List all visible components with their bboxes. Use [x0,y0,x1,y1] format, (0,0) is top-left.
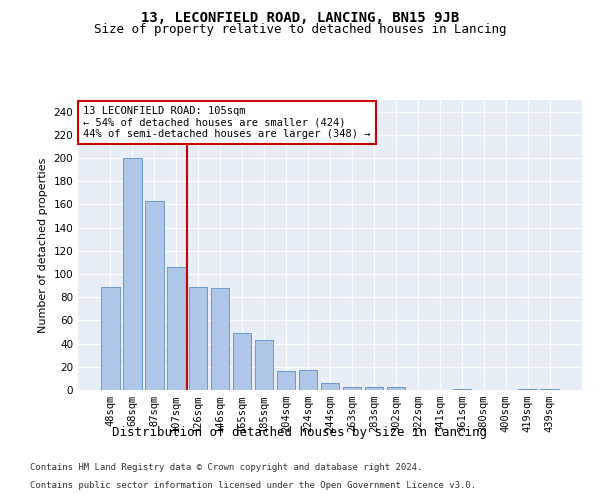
Y-axis label: Number of detached properties: Number of detached properties [38,158,48,332]
Bar [167,267,185,390]
Text: Distribution of detached houses by size in Lancing: Distribution of detached houses by size … [113,426,487,439]
Text: Contains public sector information licensed under the Open Government Licence v3: Contains public sector information licen… [30,481,476,490]
Bar [386,386,405,390]
Text: Contains HM Land Registry data © Crown copyright and database right 2024.: Contains HM Land Registry data © Crown c… [30,464,422,472]
Bar [255,340,274,390]
Bar [452,389,471,390]
Text: Size of property relative to detached houses in Lancing: Size of property relative to detached ho… [94,24,506,36]
Bar [343,386,361,390]
Bar [233,333,251,390]
Bar [145,201,164,390]
Bar [320,383,340,390]
Bar [123,158,142,390]
Bar [518,389,537,390]
Bar [211,288,229,390]
Bar [299,370,317,390]
Bar [365,386,383,390]
Bar [189,287,208,390]
Text: 13, LECONFIELD ROAD, LANCING, BN15 9JB: 13, LECONFIELD ROAD, LANCING, BN15 9JB [141,10,459,24]
Bar [541,389,559,390]
Bar [101,287,119,390]
Bar [277,372,295,390]
Text: 13 LECONFIELD ROAD: 105sqm
← 54% of detached houses are smaller (424)
44% of sem: 13 LECONFIELD ROAD: 105sqm ← 54% of deta… [83,106,371,139]
